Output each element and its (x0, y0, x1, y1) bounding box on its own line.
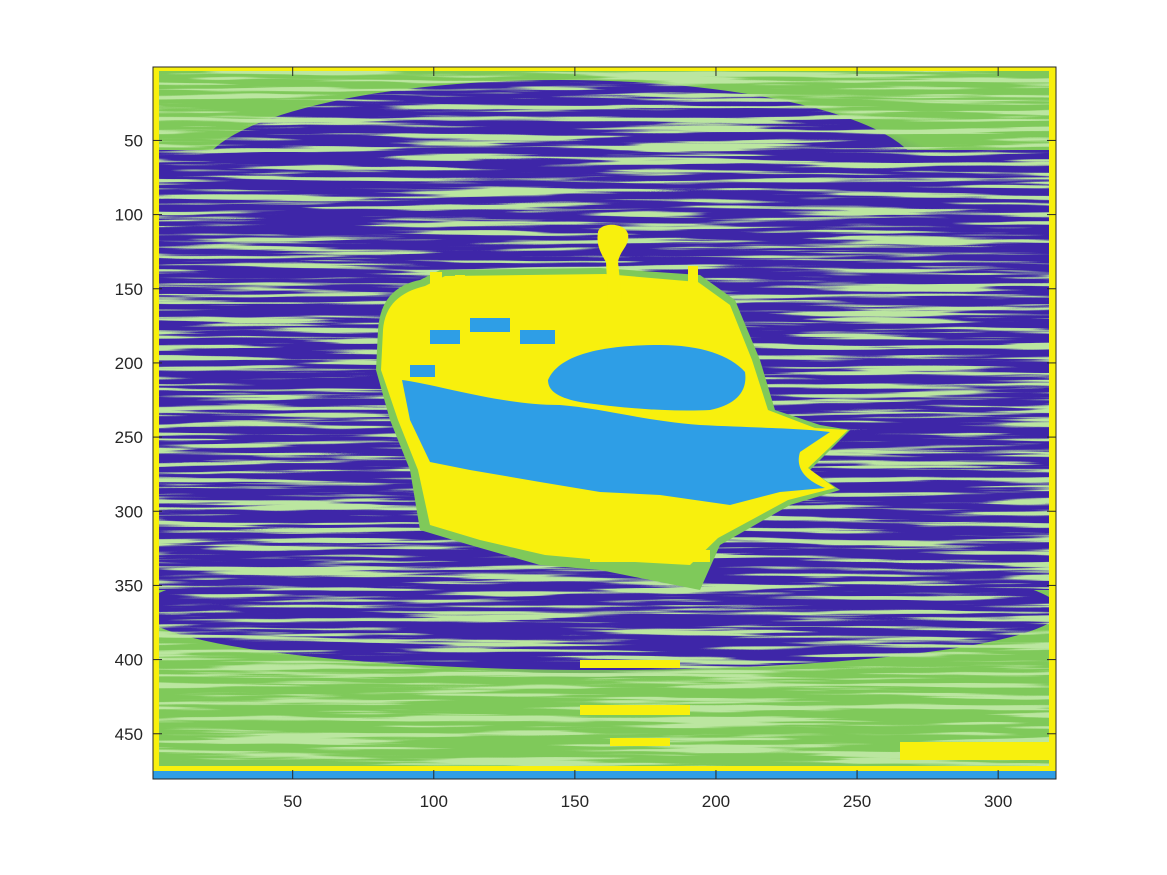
boat-windshield (548, 345, 746, 411)
boat-post-2 (455, 275, 465, 303)
y-tick-label: 150 (115, 280, 143, 299)
boat-window-4 (410, 365, 435, 377)
y-tick-label: 50 (124, 131, 143, 150)
boat-mast (597, 224, 629, 300)
heatmap-plot (153, 67, 1056, 779)
x-tick-label: 200 (702, 792, 730, 811)
border-right (1049, 67, 1056, 779)
bright-patch-bottom-right (900, 742, 1056, 760)
axes-box (152, 66, 1057, 780)
border-left (153, 67, 159, 779)
y-tick-label: 200 (115, 354, 143, 373)
boat-reflection-3 (580, 660, 680, 668)
boat-window-3 (520, 330, 555, 344)
border-bottom (153, 766, 1056, 771)
y-tick-label: 300 (115, 502, 143, 521)
y-tick-label: 100 (115, 206, 143, 225)
boat-hull (402, 380, 830, 505)
x-tick-label: 250 (843, 792, 871, 811)
x-tick-label: 100 (420, 792, 448, 811)
boat-reflection-4 (580, 705, 690, 715)
boat-antenna (688, 266, 698, 316)
boat-window-2 (470, 318, 510, 332)
x-axis: 50 100 150 200 250 300 (283, 67, 1012, 811)
boat-window-1 (430, 330, 460, 344)
boat-reflection-2 (590, 550, 710, 562)
y-axis: 50 100 150 200 250 300 350 400 450 (115, 131, 1056, 744)
border-top (153, 67, 1056, 71)
boat-post-1 (430, 272, 442, 302)
border-bottom-hull-class (153, 771, 1056, 779)
boat-reflection-1 (540, 540, 580, 550)
x-tick-label: 50 (283, 792, 302, 811)
y-tick-label: 450 (115, 725, 143, 744)
x-tick-label: 300 (984, 792, 1012, 811)
y-tick-label: 250 (115, 428, 143, 447)
x-tick-label: 150 (561, 792, 589, 811)
y-tick-label: 400 (115, 651, 143, 670)
boat-reflection-5 (610, 738, 670, 746)
y-tick-label: 350 (115, 576, 143, 595)
